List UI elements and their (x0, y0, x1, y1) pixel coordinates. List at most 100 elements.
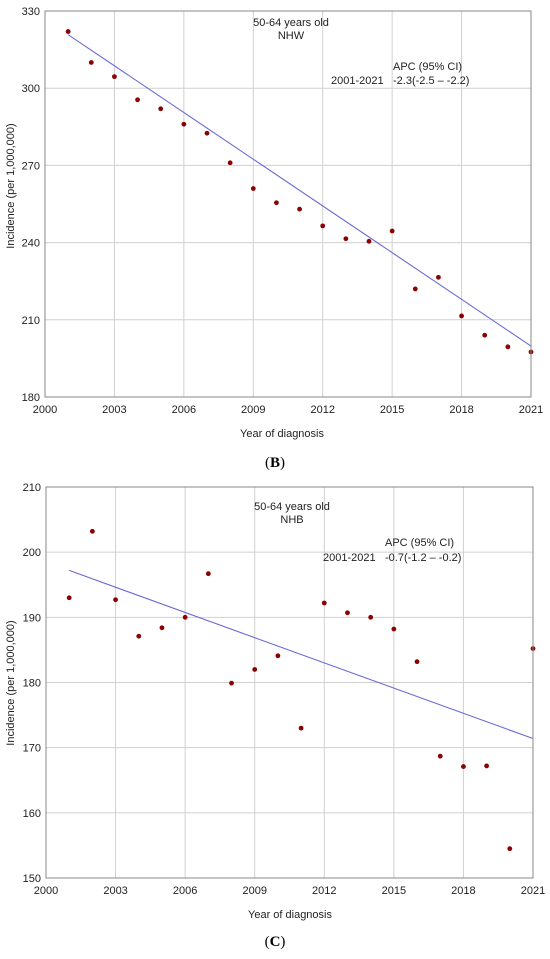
y-tick-label: 150 (23, 873, 41, 885)
x-tick-labels-c: 2000 2003 2006 2009 2012 2015 2018 2021 (34, 885, 545, 897)
y-tick-label: 210 (23, 482, 41, 494)
apc-period-b: 2001-2021 (331, 75, 384, 87)
data-point-2008 (229, 680, 234, 686)
data-point-2017 (436, 274, 441, 280)
x-tick-label: 2018 (449, 404, 473, 416)
data-points-b (65, 29, 534, 355)
data-point-2018 (461, 764, 466, 769)
fitted-line-c (69, 569, 534, 740)
y-tick-label: 240 (22, 238, 40, 250)
fitted-trend-line (69, 569, 534, 740)
x-tick-label: 2015 (382, 885, 406, 897)
x-axis-label-b: Year of diagnosis (240, 428, 324, 440)
y-tick-label: 190 (23, 612, 41, 624)
x-tick-label: 2000 (33, 404, 57, 416)
data-point-2010 (274, 200, 279, 206)
x-tick-label: 2003 (102, 404, 126, 416)
x-tick-label: 2009 (241, 404, 265, 416)
data-point-2013 (343, 236, 349, 242)
annotation-group-b: NHW (278, 30, 305, 42)
data-point-2002 (89, 528, 95, 534)
data-point-2008 (227, 160, 233, 166)
data-point-2009 (252, 667, 258, 672)
data-point-2007 (205, 571, 211, 577)
fitted-trend-line (67, 34, 532, 347)
data-point-2016 (412, 286, 418, 292)
annotation-age-c: 50-64 years old (254, 501, 330, 513)
x-tick-label: 2012 (312, 885, 336, 897)
y-tick-label: 270 (22, 160, 40, 172)
data-point-2003 (112, 74, 117, 80)
y-tick-label: 300 (22, 83, 40, 95)
data-point-2014 (366, 238, 372, 244)
data-points-c (66, 528, 536, 852)
data-point-2006 (182, 614, 188, 620)
y-axis-label-c: Incidence (per 1,000,000) (5, 620, 17, 745)
data-point-2015 (391, 626, 397, 632)
data-point-2018 (459, 313, 464, 319)
data-point-2005 (159, 625, 165, 631)
x-tick-label: 2018 (451, 885, 475, 897)
data-point-2007 (204, 130, 210, 136)
data-point-2019 (484, 763, 490, 769)
data-point-2002 (88, 60, 94, 65)
data-point-2015 (389, 228, 395, 234)
annotation-age-b: 50-64 years old (253, 17, 329, 29)
data-point-2005 (158, 106, 164, 112)
data-point-2012 (321, 600, 327, 606)
data-point-2019 (482, 332, 488, 338)
data-point-2001 (66, 595, 72, 601)
y-tick-label: 180 (23, 678, 41, 690)
y-tick-labels-c: 150 160 170 180 190 200 210 (23, 482, 41, 885)
apc-value-b: -2.3(-2.5 – -2.2) (393, 75, 469, 87)
data-point-2001 (65, 29, 71, 34)
data-point-2014 (368, 614, 374, 620)
data-point-2004 (136, 633, 142, 639)
data-point-2017 (437, 753, 443, 759)
data-point-2011 (298, 725, 304, 731)
y-tick-label: 180 (22, 392, 40, 404)
x-tick-label: 2003 (103, 885, 127, 897)
x-tick-label: 2006 (173, 885, 197, 897)
x-tick-label: 2021 (521, 885, 545, 897)
x-tick-label: 2012 (310, 404, 334, 416)
x-tick-label: 2009 (242, 885, 266, 897)
plot-frame-c (45, 486, 534, 879)
y-tick-label: 200 (23, 547, 41, 559)
y-tick-label: 210 (22, 315, 40, 327)
data-point-2010 (275, 653, 281, 659)
y-tick-label: 330 (22, 6, 40, 18)
y-tick-label: 160 (23, 808, 41, 820)
data-point-2012 (320, 223, 326, 229)
apc-value-c: -0.7(-1.2 – -0.2) (385, 552, 461, 564)
x-tick-label: 2021 (519, 404, 543, 416)
data-point-2006 (181, 121, 187, 127)
y-axis-label-b: Incidence (per 1,000,000) (5, 123, 17, 248)
data-point-2004 (135, 97, 140, 103)
x-tick-label: 2015 (380, 404, 404, 416)
x-tick-labels-b: 2000 2003 2006 2009 2012 2015 2018 2021 (33, 404, 543, 416)
panel-label-c: (C) (265, 934, 286, 950)
apc-period-c: 2001-2021 (323, 552, 376, 564)
x-axis-label-c: Year of diagnosis (248, 909, 332, 921)
fitted-line-b (67, 34, 532, 347)
data-point-2011 (297, 206, 302, 212)
plot-frame-b (44, 10, 532, 398)
data-point-2013 (345, 610, 350, 616)
x-tick-label: 2006 (172, 404, 196, 416)
x-tick-label: 2000 (34, 885, 58, 897)
panel-label-b: (B) (265, 455, 285, 471)
gridlines-c (45, 486, 534, 879)
data-point-2003 (113, 597, 118, 603)
y-tick-label: 170 (23, 743, 41, 755)
data-point-2020 (505, 344, 511, 350)
data-point-2020 (507, 846, 513, 852)
data-point-2016 (414, 659, 420, 665)
y-tick-labels-b: 180 210 240 270 300 330 (22, 6, 40, 404)
apc-header-c: APC (95% CI) (385, 537, 454, 549)
data-point-2009 (250, 186, 256, 191)
annotation-group-c: NHB (280, 514, 303, 526)
